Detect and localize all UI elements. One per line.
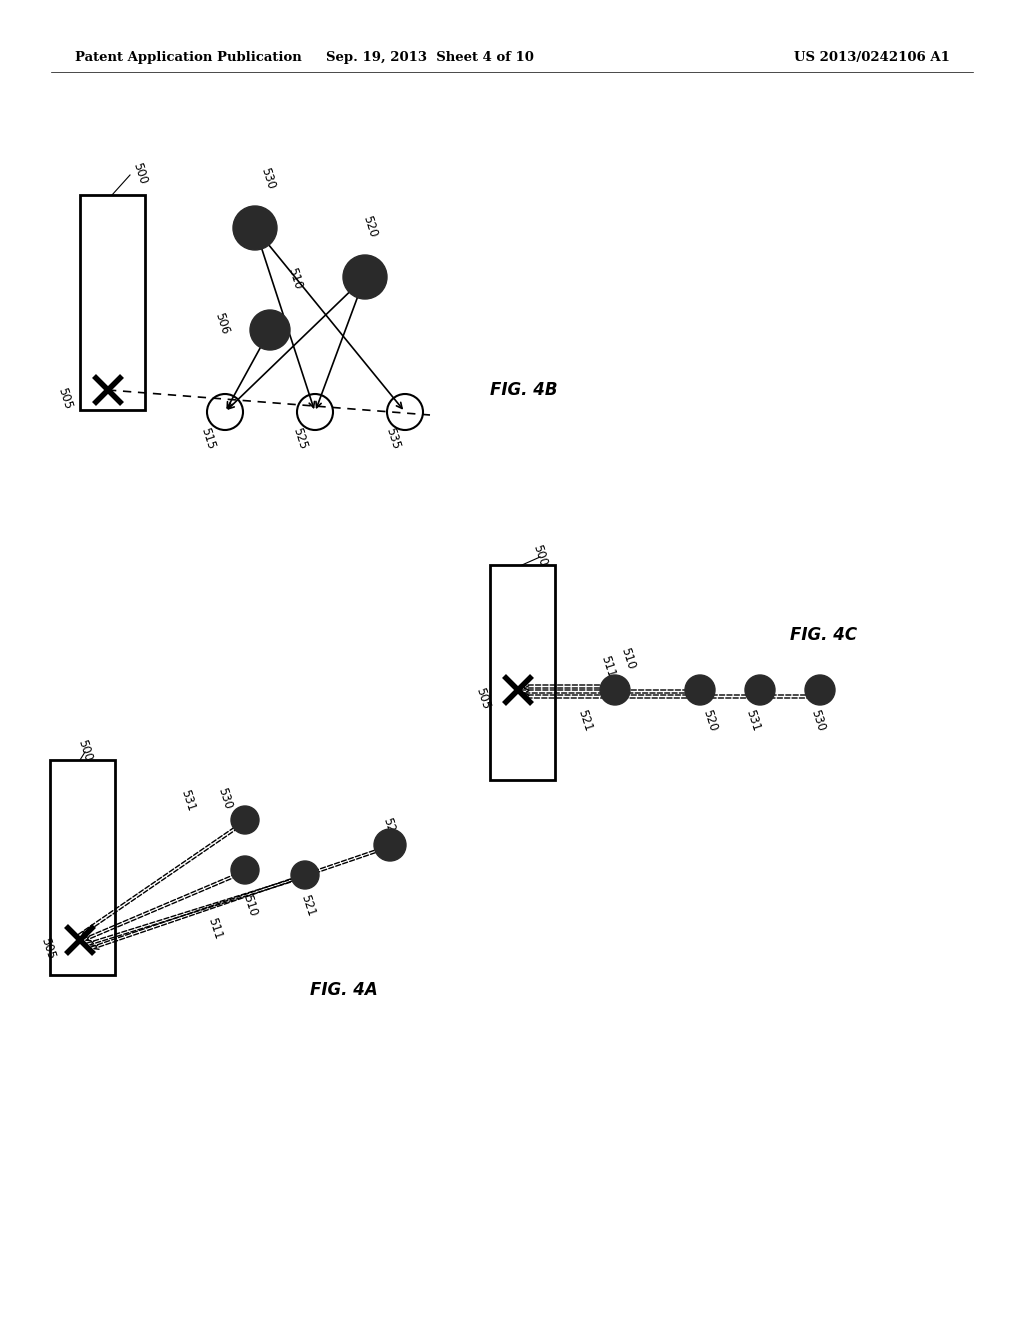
Text: 530: 530 bbox=[215, 785, 234, 810]
Text: Sep. 19, 2013  Sheet 4 of 10: Sep. 19, 2013 Sheet 4 of 10 bbox=[326, 51, 534, 65]
Circle shape bbox=[343, 255, 387, 300]
Text: 515: 515 bbox=[198, 426, 217, 451]
Text: 520: 520 bbox=[700, 708, 719, 733]
Text: 531: 531 bbox=[178, 788, 198, 813]
Text: 510: 510 bbox=[240, 894, 259, 919]
Circle shape bbox=[231, 855, 259, 884]
Circle shape bbox=[600, 675, 630, 705]
Text: 511: 511 bbox=[598, 653, 617, 680]
Text: 510: 510 bbox=[618, 645, 637, 671]
Text: 521: 521 bbox=[575, 708, 594, 734]
Text: 530: 530 bbox=[808, 708, 827, 733]
Circle shape bbox=[250, 310, 290, 350]
Text: 525: 525 bbox=[290, 426, 309, 451]
Text: 521: 521 bbox=[298, 894, 317, 919]
Text: 520: 520 bbox=[360, 214, 379, 239]
Text: US 2013/0242106 A1: US 2013/0242106 A1 bbox=[795, 51, 950, 65]
Bar bbox=[50, 760, 115, 975]
Text: FIG. 4B: FIG. 4B bbox=[490, 381, 557, 399]
Text: 500: 500 bbox=[530, 543, 549, 568]
Text: 535: 535 bbox=[383, 426, 402, 451]
Text: 530: 530 bbox=[258, 166, 278, 191]
Text: 505: 505 bbox=[55, 385, 74, 411]
Text: 505: 505 bbox=[473, 686, 493, 711]
Text: 520: 520 bbox=[380, 816, 399, 841]
Text: FIG. 4A: FIG. 4A bbox=[310, 981, 378, 999]
Text: Patent Application Publication: Patent Application Publication bbox=[75, 51, 302, 65]
Text: FIG. 4C: FIG. 4C bbox=[790, 626, 857, 644]
Text: 506: 506 bbox=[212, 312, 231, 337]
Text: 531: 531 bbox=[743, 708, 762, 733]
Bar bbox=[490, 565, 555, 780]
Text: 500: 500 bbox=[75, 738, 94, 763]
Text: 500: 500 bbox=[130, 161, 150, 186]
Circle shape bbox=[685, 675, 715, 705]
Text: 511: 511 bbox=[205, 916, 224, 941]
Circle shape bbox=[374, 829, 406, 861]
Circle shape bbox=[745, 675, 775, 705]
Circle shape bbox=[291, 861, 319, 888]
Text: 510: 510 bbox=[285, 267, 304, 292]
Circle shape bbox=[231, 807, 259, 834]
Bar bbox=[80, 195, 145, 411]
Text: 505: 505 bbox=[38, 936, 57, 961]
Circle shape bbox=[805, 675, 835, 705]
Circle shape bbox=[233, 206, 278, 249]
